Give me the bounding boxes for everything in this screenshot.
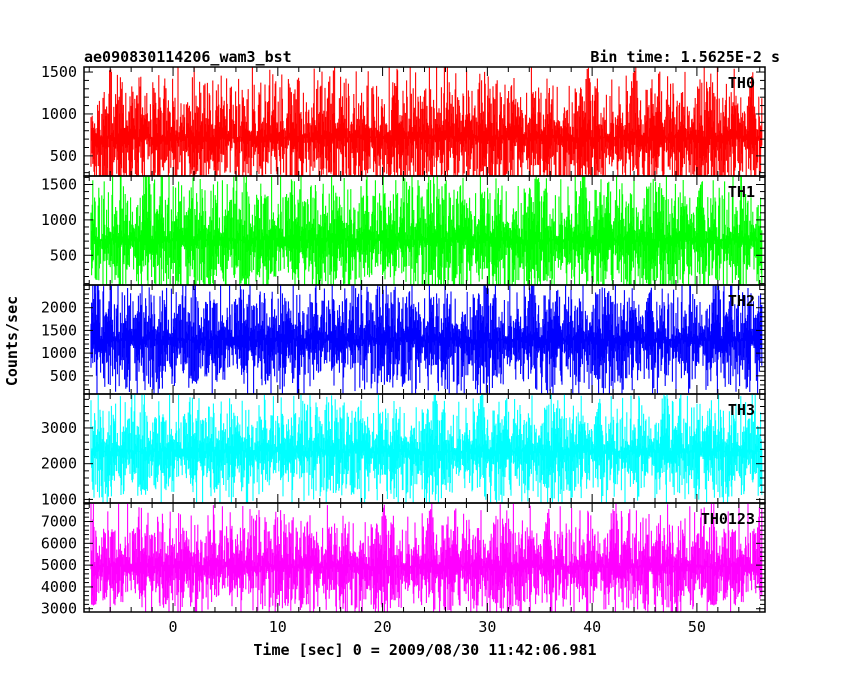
panel-th2-label: TH2 [728, 292, 755, 310]
panel-th3-ytick-label: 2000 [41, 455, 77, 473]
panel-th1-ytick-label: 1000 [41, 211, 77, 229]
panel-th1-ytick-label: 500 [50, 246, 77, 264]
series-th3-curve [90, 394, 763, 503]
chart-title: ae090830114206_wam3_bst [84, 48, 292, 66]
panel-th0123-ytick-label: 6000 [41, 534, 77, 552]
panel-th0-ytick-label: 1500 [41, 63, 77, 81]
x-tick-label: 0 [169, 618, 178, 636]
panel-th3-ytick-label: 3000 [41, 419, 77, 437]
series-th1-curve [90, 176, 763, 285]
x-tick-label: 40 [583, 618, 601, 636]
panel-th3-label: TH3 [728, 401, 755, 419]
y-axis-label: Counts/sec [3, 296, 21, 386]
panel-th1-ytick-label: 1500 [41, 175, 77, 193]
series-th2-curve [90, 285, 763, 394]
panel-th0123-ytick-label: 7000 [41, 513, 77, 531]
panel-th0123-ytick-label: 3000 [41, 600, 77, 618]
panel-th0123-ytick-label: 4000 [41, 578, 77, 596]
x-tick-label: 50 [688, 618, 706, 636]
x-tick-label: 30 [478, 618, 496, 636]
panel-th2-ytick-label: 500 [50, 367, 77, 385]
panel-th2-ytick-label: 1500 [41, 321, 77, 339]
x-tick-label: 10 [269, 618, 287, 636]
x-tick-label: 20 [374, 618, 392, 636]
series-th0123-curve [90, 503, 763, 612]
panel-th0-ytick-label: 1000 [41, 105, 77, 123]
x-axis-label: Time [sec] 0 = 2009/08/30 11:42:06.981 [253, 641, 596, 659]
series-th0-curve [90, 67, 763, 176]
panel-th0-label: TH0 [728, 74, 755, 92]
panel-th0-ytick-label: 500 [50, 147, 77, 165]
panel-th3-ytick-label: 1000 [41, 490, 77, 508]
panel-th2-ytick-label: 2000 [41, 299, 77, 317]
panel-th0123-label: TH0123 [701, 510, 755, 528]
bin-time-label: Bin time: 1.5625E-2 s [590, 48, 780, 66]
panel-th0123-ytick-label: 5000 [41, 556, 77, 574]
panel-th2-ytick-label: 1000 [41, 344, 77, 362]
panel-th1-label: TH1 [728, 183, 755, 201]
